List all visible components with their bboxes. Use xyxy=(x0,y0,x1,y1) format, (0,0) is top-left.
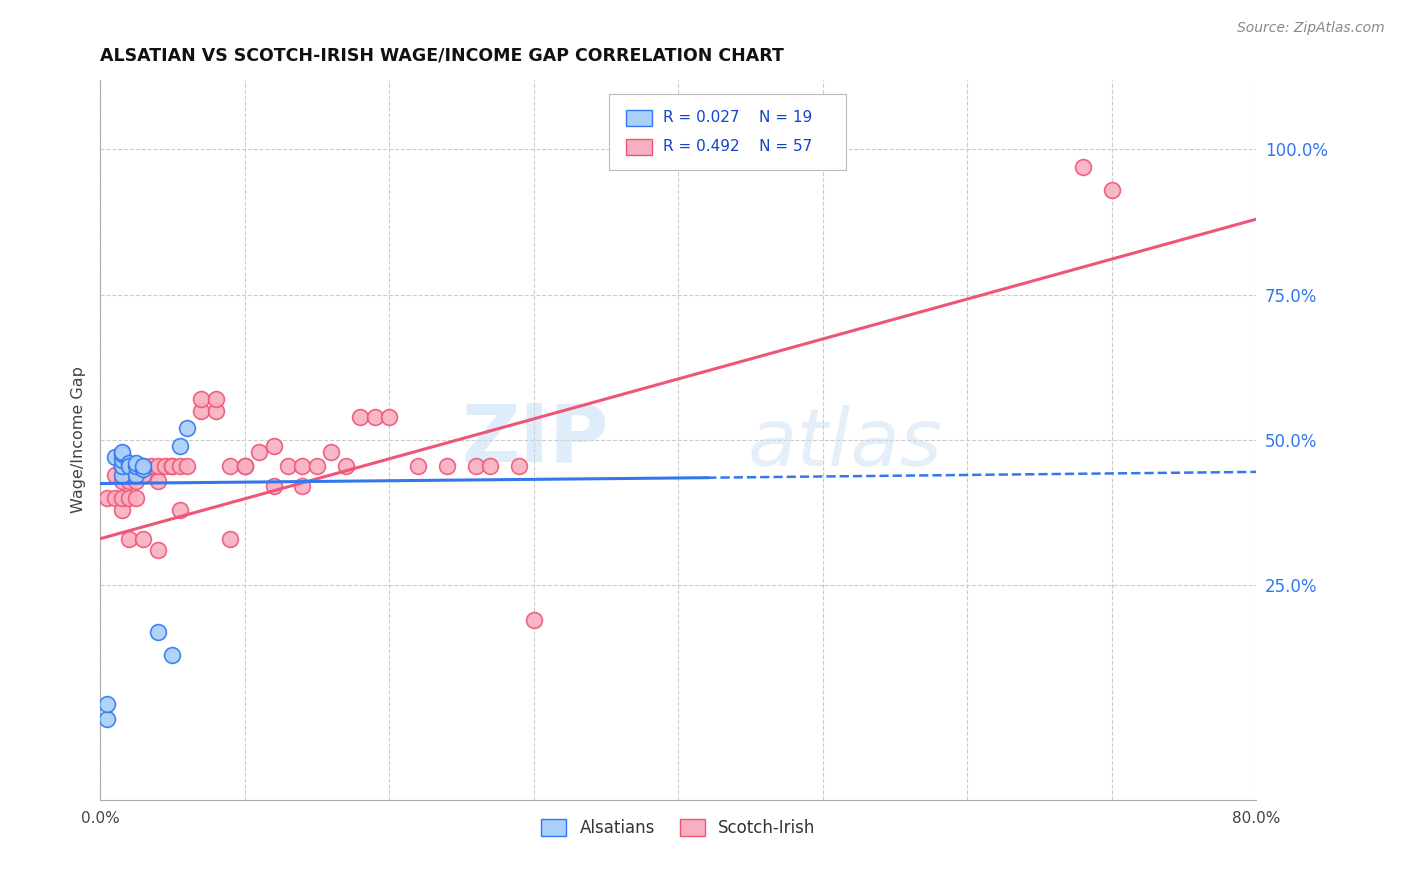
Point xyxy=(204,392,226,407)
Point xyxy=(125,459,148,474)
Text: R = 0.492    N = 57: R = 0.492 N = 57 xyxy=(664,139,813,154)
Point xyxy=(291,479,314,493)
Point xyxy=(111,459,134,474)
Point xyxy=(146,459,169,474)
Point xyxy=(523,613,546,627)
Point xyxy=(169,439,191,453)
Point xyxy=(118,459,141,474)
Point xyxy=(118,532,141,546)
Point xyxy=(219,459,242,474)
Y-axis label: Wage/Income Gap: Wage/Income Gap xyxy=(72,367,86,514)
Point xyxy=(364,409,387,424)
Point xyxy=(162,459,184,474)
Point xyxy=(139,459,162,474)
Text: Source: ZipAtlas.com: Source: ZipAtlas.com xyxy=(1237,21,1385,35)
Point xyxy=(111,444,134,458)
FancyBboxPatch shape xyxy=(609,94,846,169)
Legend: Alsatians, Scotch-Irish: Alsatians, Scotch-Irish xyxy=(534,813,823,844)
Point xyxy=(132,459,155,474)
Point xyxy=(176,459,198,474)
Text: R = 0.027    N = 19: R = 0.027 N = 19 xyxy=(664,111,813,126)
Point xyxy=(291,459,314,474)
Point xyxy=(190,404,212,418)
Point xyxy=(378,409,401,424)
Point xyxy=(125,491,148,505)
Point xyxy=(233,459,256,474)
Point xyxy=(321,444,343,458)
Point xyxy=(125,456,148,470)
Point xyxy=(162,648,184,662)
Point xyxy=(146,543,169,558)
Point xyxy=(190,392,212,407)
Point xyxy=(118,459,141,474)
Point xyxy=(96,491,118,505)
Point xyxy=(247,444,270,458)
Bar xyxy=(626,110,651,126)
Point xyxy=(305,459,328,474)
Point xyxy=(464,459,486,474)
Point xyxy=(118,459,141,474)
Point xyxy=(96,698,118,712)
Point xyxy=(132,462,155,476)
Point xyxy=(125,459,148,474)
Point xyxy=(406,459,429,474)
Point xyxy=(111,474,134,488)
Point xyxy=(103,450,125,465)
Point xyxy=(146,624,169,639)
Point xyxy=(204,404,226,418)
Bar xyxy=(626,139,651,154)
Point xyxy=(335,459,357,474)
Point xyxy=(111,491,134,505)
Point xyxy=(103,491,125,505)
Point xyxy=(111,459,134,474)
Point xyxy=(176,421,198,435)
Point xyxy=(103,467,125,482)
Point xyxy=(436,459,458,474)
Point xyxy=(1071,160,1094,174)
Point xyxy=(111,459,134,474)
Point xyxy=(349,409,371,424)
Point xyxy=(479,459,502,474)
Point xyxy=(132,467,155,482)
Point xyxy=(111,453,134,467)
Point xyxy=(508,459,530,474)
Text: ALSATIAN VS SCOTCH-IRISH WAGE/INCOME GAP CORRELATION CHART: ALSATIAN VS SCOTCH-IRISH WAGE/INCOME GAP… xyxy=(100,46,785,64)
Point xyxy=(118,491,141,505)
Text: atlas: atlas xyxy=(748,405,942,483)
Point xyxy=(162,459,184,474)
Point xyxy=(111,467,134,482)
Point xyxy=(125,467,148,482)
Point xyxy=(118,474,141,488)
Point xyxy=(169,502,191,516)
Point xyxy=(263,479,285,493)
Point xyxy=(111,447,134,461)
Point xyxy=(263,439,285,453)
Point xyxy=(233,459,256,474)
Point xyxy=(132,532,155,546)
Point xyxy=(1101,183,1123,197)
Text: ZIP: ZIP xyxy=(461,401,609,479)
Point xyxy=(125,474,148,488)
Point xyxy=(132,459,155,474)
Point xyxy=(169,459,191,474)
Point xyxy=(277,459,299,474)
Point xyxy=(111,502,134,516)
Point xyxy=(219,532,242,546)
Point xyxy=(153,459,176,474)
Point xyxy=(118,456,141,470)
Point xyxy=(96,712,118,726)
Point xyxy=(146,474,169,488)
